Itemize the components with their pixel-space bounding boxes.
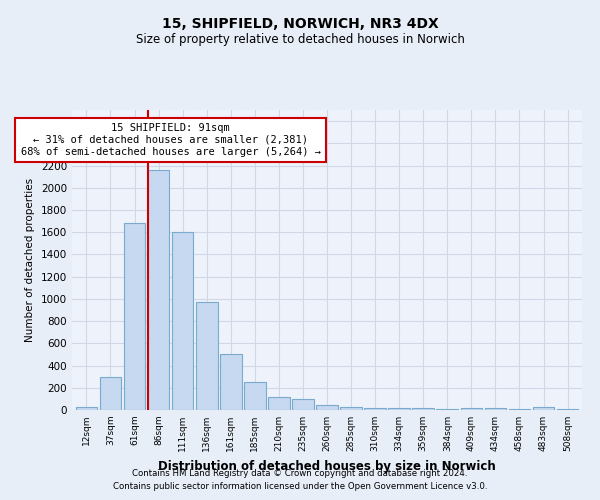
Bar <box>100 376 121 410</box>
Bar <box>172 232 193 410</box>
Text: 15 SHIPFIELD: 91sqm
← 31% of detached houses are smaller (2,381)
68% of semi-det: 15 SHIPFIELD: 91sqm ← 31% of detached ho… <box>20 124 320 156</box>
Bar <box>124 224 145 410</box>
Text: Size of property relative to detached houses in Norwich: Size of property relative to detached ho… <box>136 32 464 46</box>
Bar <box>244 382 266 410</box>
Bar <box>364 408 386 410</box>
Bar <box>292 399 314 410</box>
Bar <box>436 409 458 410</box>
Bar <box>412 408 434 410</box>
Text: Contains HM Land Registry data © Crown copyright and database right 2024.: Contains HM Land Registry data © Crown c… <box>132 468 468 477</box>
Text: 15, SHIPFIELD, NORWICH, NR3 4DX: 15, SHIPFIELD, NORWICH, NR3 4DX <box>161 18 439 32</box>
X-axis label: Distribution of detached houses by size in Norwich: Distribution of detached houses by size … <box>158 460 496 472</box>
Bar <box>268 396 290 410</box>
Bar <box>316 404 338 410</box>
Bar <box>533 407 554 410</box>
Bar <box>148 170 169 410</box>
Y-axis label: Number of detached properties: Number of detached properties <box>25 178 35 342</box>
Bar <box>76 407 97 410</box>
Text: Contains public sector information licensed under the Open Government Licence v3: Contains public sector information licen… <box>113 482 487 491</box>
Bar <box>461 408 482 410</box>
Bar <box>340 406 362 410</box>
Bar <box>196 302 218 410</box>
Bar <box>220 354 242 410</box>
Bar <box>388 408 410 410</box>
Bar <box>485 408 506 410</box>
